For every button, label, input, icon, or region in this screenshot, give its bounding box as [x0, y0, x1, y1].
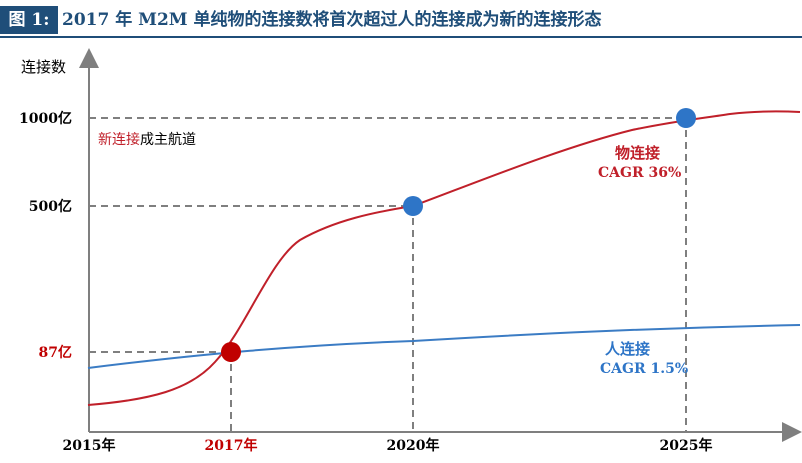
x-tick-label: 2025年 [660, 437, 713, 454]
new-connection-annotation: 新连接成主航道 [98, 131, 196, 148]
y-tick-labels: 87亿 500亿 1000亿 [19, 110, 72, 361]
x-tick-labels: 2015年 2017年 2020年 2025年 [63, 437, 713, 454]
series-cagr-people: CAGR 1.5% [600, 361, 688, 377]
series-label-things: 物连接 [615, 144, 660, 162]
title-bar: 图 1: 2017 年 M2M 单纯物的连接数将首次超过人的连接成为新的连接形态 [0, 0, 802, 38]
title-rule [0, 36, 802, 38]
annotation-highlight: 新连接 [98, 131, 140, 148]
annotation-rest: 成主航道 [140, 132, 196, 148]
series-label-people: 人连接 [605, 340, 650, 358]
figure-title: 2017 年 M2M 单纯物的连接数将首次超过人的连接成为新的连接形态 [62, 10, 602, 30]
people-connections-line [87, 324, 801, 369]
data-point-2020 [403, 196, 423, 216]
x-tick-label: 2015年 [63, 437, 116, 454]
y-tick-label: 1000亿 [19, 110, 72, 127]
figure-label: 图 1: [0, 6, 58, 34]
things-connections-line [87, 110, 801, 406]
y-tick-label: 87亿 [39, 344, 72, 361]
y-tick-label: 500亿 [29, 198, 72, 215]
guide-lines [89, 117, 687, 432]
data-markers [221, 108, 696, 362]
x-tick-label: 2020年 [387, 437, 440, 454]
x-tick-label: 2017年 [205, 437, 258, 454]
y-axis-label: 连接数 [21, 58, 66, 76]
data-point-2017 [221, 342, 241, 362]
data-point-2025 [676, 108, 696, 128]
series-cagr-things: CAGR 36% [598, 165, 681, 181]
